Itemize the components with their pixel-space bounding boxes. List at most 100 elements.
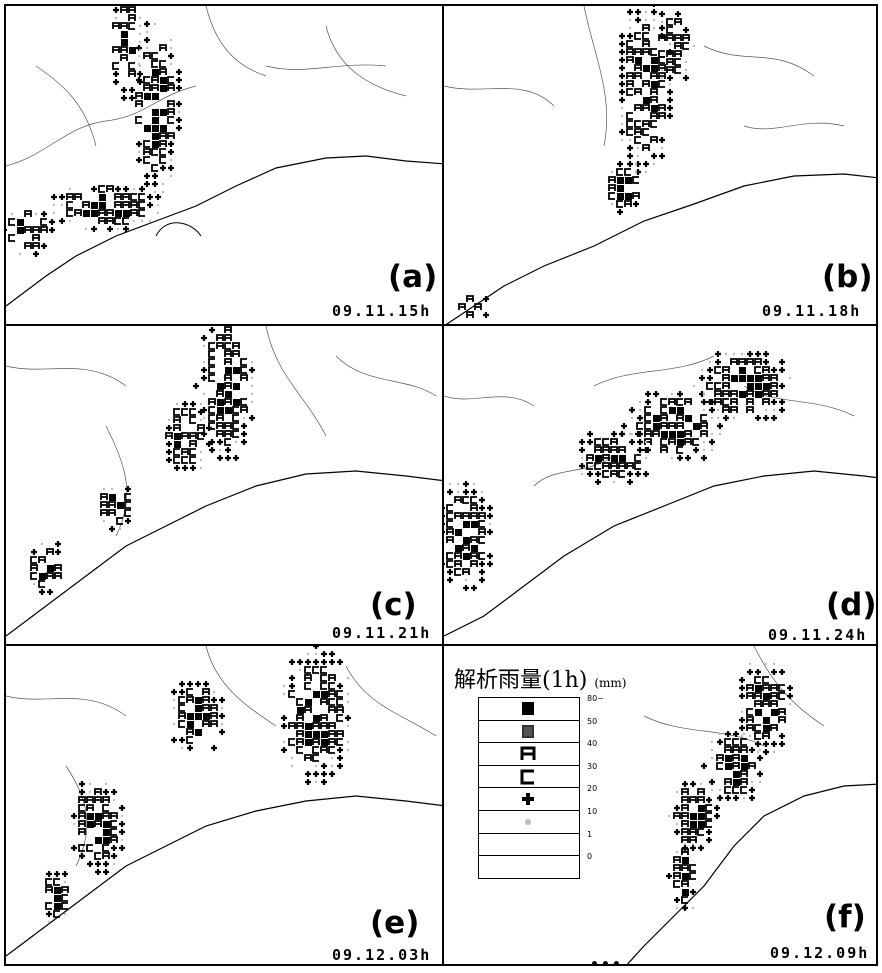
rain-cell: [739, 725, 745, 731]
rain-cell: [313, 771, 319, 777]
rain-cell: [479, 561, 485, 567]
rain-cell: [681, 804, 689, 811]
rain-cell: [674, 829, 680, 835]
rain-cell: [148, 219, 152, 223]
panel-time-f: 09.12.09h: [770, 944, 870, 962]
rain-cell: [762, 700, 770, 707]
rain-cell: [616, 200, 623, 208]
rain-cell: [610, 446, 618, 453]
rain-cell: [644, 170, 648, 174]
rain-cell: [143, 156, 150, 164]
rain-cell: [779, 407, 785, 413]
rain-cell: [59, 194, 65, 200]
rain-cell: [750, 780, 754, 784]
rain-cell: [754, 692, 762, 699]
rain-cell: [202, 688, 210, 695]
rain-cell: [30, 564, 38, 571]
rain-cell: [336, 690, 343, 698]
rain-cell: [120, 54, 128, 61]
rain-cell: [470, 496, 477, 504]
rain-cell: [689, 796, 697, 803]
rain-cell: [74, 209, 82, 216]
rain-cell: [693, 423, 700, 430]
rain-cell: [746, 684, 754, 691]
rain-cell: [691, 906, 695, 910]
rain-cell: [78, 844, 85, 852]
rain-cell: [128, 6, 136, 13]
rain-cell: [209, 327, 215, 333]
rain-cell: [208, 350, 215, 358]
rain-cell: [732, 746, 740, 753]
panel-time-a: 09.11.15h: [332, 302, 432, 320]
rain-cell: [659, 153, 665, 159]
rain-cell: [40, 218, 47, 226]
rain-cell: [725, 731, 731, 737]
rain-cell: [602, 462, 610, 469]
rain-cell: [660, 446, 668, 453]
rain-cell: [677, 455, 683, 461]
rain-cell: [770, 724, 778, 731]
rain-cell: [645, 391, 651, 397]
rain-cell: [444, 506, 445, 510]
rain-cell: [153, 190, 157, 194]
rain-cell: [747, 383, 754, 390]
rain-cell: [635, 471, 641, 477]
rain-cell: [140, 219, 144, 223]
rain-cell: [627, 145, 633, 151]
rain-cell: [733, 779, 740, 786]
rain-cell: [143, 76, 150, 84]
rain-cell: [754, 676, 761, 684]
rain-cell: [643, 447, 649, 453]
rain-cell: [320, 722, 328, 729]
rain-cell: [763, 383, 770, 390]
rain-cell: [710, 416, 714, 420]
rain-cell: [103, 789, 109, 795]
rain-cell: [454, 560, 462, 567]
rain-cell: [470, 512, 478, 519]
rain-cell: [110, 812, 118, 819]
rain-cell: [673, 864, 681, 871]
rain-cell: [674, 66, 681, 74]
rain-cell: [160, 109, 167, 116]
rain-cell: [710, 756, 714, 760]
rain-cell: [674, 50, 682, 57]
rain-cell: [224, 382, 232, 389]
rain-cell: [658, 64, 666, 71]
rain-cell: [181, 448, 189, 455]
rain-cell: [670, 456, 674, 460]
rain-cell: [644, 414, 651, 422]
rain-cell: [208, 342, 215, 350]
rain-cell: [297, 659, 303, 665]
rain-cell: [66, 201, 73, 209]
rain-cell: [689, 828, 697, 835]
rain-cell: [625, 177, 632, 184]
rain-cell: [130, 201, 138, 208]
rain-cell: [658, 72, 666, 79]
legend-row: 1: [479, 830, 592, 857]
rain-cell: [638, 400, 642, 404]
rain-cell: [145, 30, 149, 34]
rain-cell: [779, 359, 785, 365]
rain-cell: [479, 577, 485, 583]
rain-cell: [660, 406, 667, 414]
rain-cell: [710, 448, 714, 452]
rain-cell: [732, 786, 739, 794]
rain-cell: [159, 140, 167, 147]
rain-cell: [17, 227, 24, 234]
rain-cell: [770, 700, 778, 707]
rain-cell: [153, 22, 157, 26]
rain-cell: [135, 92, 143, 99]
rain-cell: [718, 732, 722, 736]
rain-cell: [740, 746, 748, 753]
rain-cell: [471, 521, 478, 528]
rain-cell: [328, 730, 336, 737]
rain-cell: [458, 303, 466, 310]
rain-cell: [674, 58, 681, 66]
rain-cell: [212, 690, 216, 694]
rain-cell: [697, 788, 705, 795]
rain-cell: [706, 837, 712, 843]
rain-cell: [296, 722, 304, 729]
rain-cell: [189, 416, 196, 424]
rain-cell: [758, 780, 762, 784]
rain-cell: [296, 738, 304, 745]
